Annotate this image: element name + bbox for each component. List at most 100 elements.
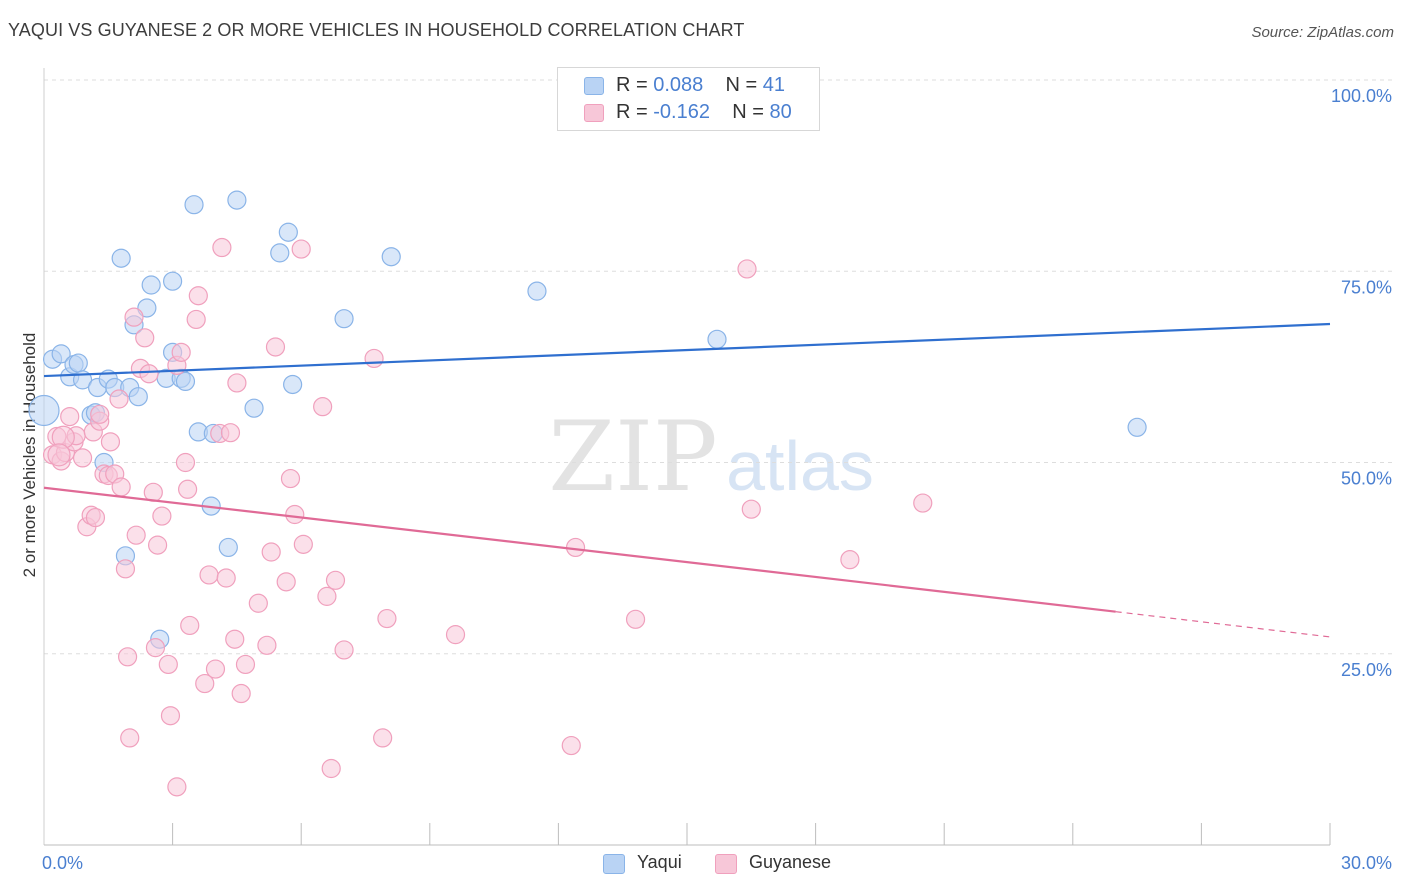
guyanese-point [60,407,80,427]
guyanese-point [199,565,219,585]
guyanese-point [334,640,354,660]
n-label: N = [732,101,764,123]
guyanese-point [186,309,206,330]
guyanese-point [100,432,121,452]
yaqui-point [227,190,247,210]
guyanese-point [840,550,860,570]
guyanese-point [377,608,397,629]
guyanese-point [561,735,581,756]
guyanese-point [145,638,166,658]
yaqui-point [1127,417,1147,437]
guyanese-r-value: -0.162 [653,101,710,123]
guyanese-trend-line [43,486,1116,613]
yaqui-point [163,271,183,291]
guyanese-point [85,507,106,528]
guyanese-point [265,337,286,357]
guyanese-point [913,493,933,513]
r-label: R = [616,74,648,96]
n-label: N = [725,74,758,96]
guyanese-point [741,499,761,519]
guyanese-point [180,615,200,636]
y-tick-label: 25.0% [1341,660,1392,680]
yaqui-point [141,275,161,295]
guyanese-point [195,673,215,694]
y-tick-label: 50.0% [1341,469,1392,489]
guyanese-point [115,559,136,579]
chart-title: YAQUI VS GUYANESE 2 OR MORE VEHICLES IN … [8,20,745,40]
yaqui-point [175,371,196,392]
yaqui-point [28,394,60,427]
guyanese-point [285,504,305,525]
guyanese-point [248,593,268,613]
guyanese-point [313,397,333,417]
guyanese-point [160,706,181,726]
guyanese-point [90,404,110,424]
guyanese-point [188,286,208,306]
yaqui-point [111,248,131,268]
y-tick-label: 75.0% [1341,277,1392,297]
guyanese-point [117,647,138,667]
guyanese-point [135,328,155,348]
yaqui-n-value: 41 [762,74,786,96]
guyanese-point [364,348,384,369]
yaqui-point [128,387,148,407]
guyanese-point [111,477,131,497]
guyanese-point [139,364,159,384]
guyanese-point [625,609,646,629]
guyanese-point [109,389,129,409]
guyanese-point [325,570,346,590]
guyanese-point [317,586,337,606]
guyanese-n-value: 80 [769,101,792,123]
guyanese-point [152,506,172,526]
guyanese-point [231,683,251,704]
guyanese-point [216,568,236,588]
guyanese-point [280,468,301,489]
guyanese-point [227,373,247,393]
yaqui-point [68,353,88,373]
yaqui-point [218,537,238,558]
guyanese-point [147,535,168,555]
guyanese-point [171,342,191,362]
guyanese-point [276,572,296,592]
yaqui-point [270,243,290,263]
guyanese-point [737,259,757,279]
yaqui-point [334,309,354,329]
guyanese-point [220,423,241,443]
guyanese-point [158,654,178,675]
chart-source: Source: ZipAtlas.com [1251,24,1394,41]
yaqui-point [283,374,303,395]
yaqui-point [527,281,547,301]
guyanese-point [124,307,144,327]
guyanese-point [321,758,341,779]
yaqui-legend-label: Yaqui [637,852,682,872]
x-tick-label-max: 30.0% [1341,853,1392,873]
guyanese-legend-swatch [715,854,737,874]
guyanese-point [293,534,313,554]
yaqui-legend-swatch [603,854,625,874]
guyanese-point [72,448,93,468]
guyanese-point [212,237,232,258]
guyanese-point [257,635,277,655]
correlation-legend: R = 0.088 N = 41 R = -0.162 N = 80 [557,67,820,131]
watermark-atlas: atlas [726,427,874,505]
yaqui-r-value: 0.088 [653,74,704,96]
yaqui-point [184,195,204,215]
guyanese-point [175,452,196,473]
guyanese-point [445,625,466,645]
yaqui-point [278,222,298,242]
yaqui-point [244,398,264,418]
yaqui-point [707,329,727,349]
guyanese-point [261,542,281,562]
yaqui-point [51,344,71,364]
guyanese-point [167,777,187,797]
x-tick-label-min: 0.0% [42,853,83,873]
y-tick-label: 100.0% [1331,86,1392,106]
guyanese-swatch [584,104,604,122]
guyanese-point [235,654,256,675]
guyanese-trend-extension [1115,611,1331,638]
yaqui-swatch [584,77,604,95]
guyanese-point [291,239,311,259]
guyanese-point [205,659,226,679]
yaqui-trend-line [43,322,1331,378]
